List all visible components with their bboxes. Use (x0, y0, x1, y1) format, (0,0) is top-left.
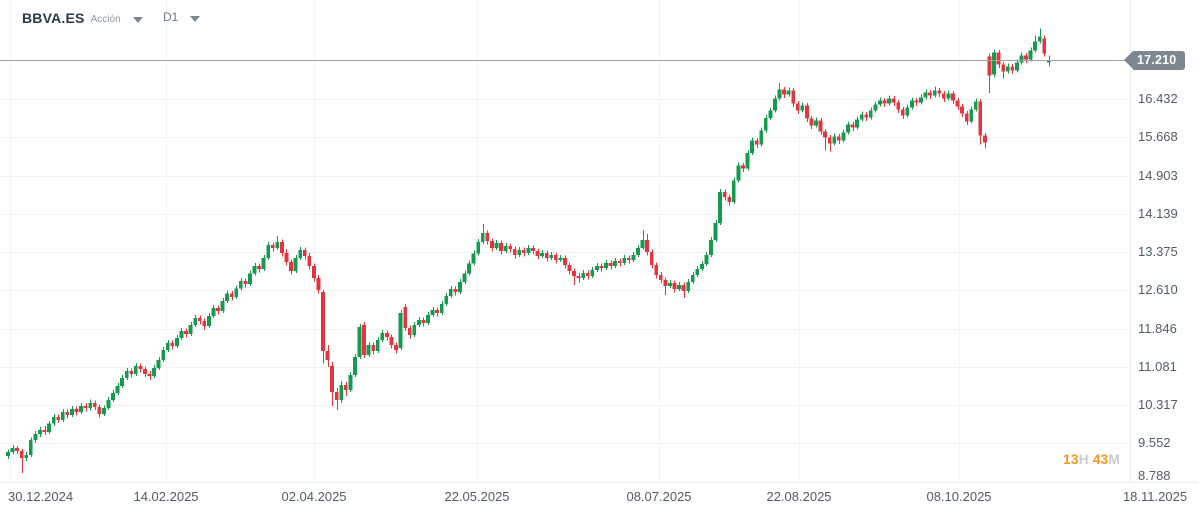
price-tick-label: 9.552 (1138, 435, 1171, 451)
timeframe-dropdown-caret-icon[interactable] (190, 15, 201, 22)
timeframe-button[interactable]: D1 (163, 10, 201, 24)
price-tick-label: 14.139 (1138, 205, 1178, 221)
price-tick-label: 10.317 (1138, 397, 1178, 413)
price-tick-label: 11.846 (1138, 320, 1177, 336)
symbol-button[interactable]: BBVA.ES Acción (22, 10, 143, 26)
price-tick-label: 16.432 (1138, 91, 1178, 107)
symbol-dropdown-caret-icon[interactable] (132, 16, 143, 23)
countdown-minutes: 43 (1092, 452, 1109, 467)
price-tick-label: 14.903 (1138, 167, 1178, 183)
price-tick-label: 12.610 (1138, 282, 1178, 298)
date-tick-label: 08.10.2025 (926, 489, 992, 504)
price-tick-label: 8.788 (1138, 468, 1171, 483)
date-tick-label: 18.11.2025 (1122, 489, 1188, 504)
price-axis[interactable]: 16.432 15.668 14.903 14.139 13.375 12.610 11.8… (1130, 0, 1199, 483)
date-tick-label: 14.02.2025 (133, 489, 199, 504)
candles-layer (6, 28, 1051, 473)
chart-header: BBVA.ES Acción D1 (0, 0, 1199, 34)
price-tick-label: 15.668 (1138, 129, 1178, 145)
candlestick-chart[interactable] (0, 0, 1130, 482)
date-tick-label: 02.04.2025 (281, 489, 347, 504)
countdown-minutes-unit: M (1108, 452, 1120, 467)
current-price-badge: 17.210 (1124, 50, 1186, 70)
countdown-hours: 13 (1063, 452, 1079, 467)
time-axis[interactable]: 30.12.2024 14.02.2025 02.04.2025 22.05.2025… (0, 482, 1199, 510)
chart-plot-area[interactable] (0, 0, 1130, 482)
date-tick-label: 08.07.2025 (626, 489, 692, 504)
date-tick-label: 22.08.2025 (766, 489, 832, 504)
date-tick-label: 30.12.2024 (8, 489, 74, 504)
date-tick-label: 22.05.2025 (444, 489, 510, 504)
current-price-value: 17.210 (1133, 50, 1186, 70)
price-tick-label: 13.375 (1138, 244, 1178, 260)
instrument-type-label: Acción (90, 13, 121, 25)
session-countdown: 13H 43M (1063, 452, 1120, 467)
current-price-badge-arrow-icon (1124, 51, 1133, 69)
countdown-hours-unit: H (1078, 452, 1089, 467)
grid-layer (0, 0, 1130, 482)
price-tick-label: 11.081 (1138, 358, 1177, 374)
symbol-label: BBVA.ES (22, 10, 85, 26)
timeframe-label: D1 (163, 10, 179, 24)
